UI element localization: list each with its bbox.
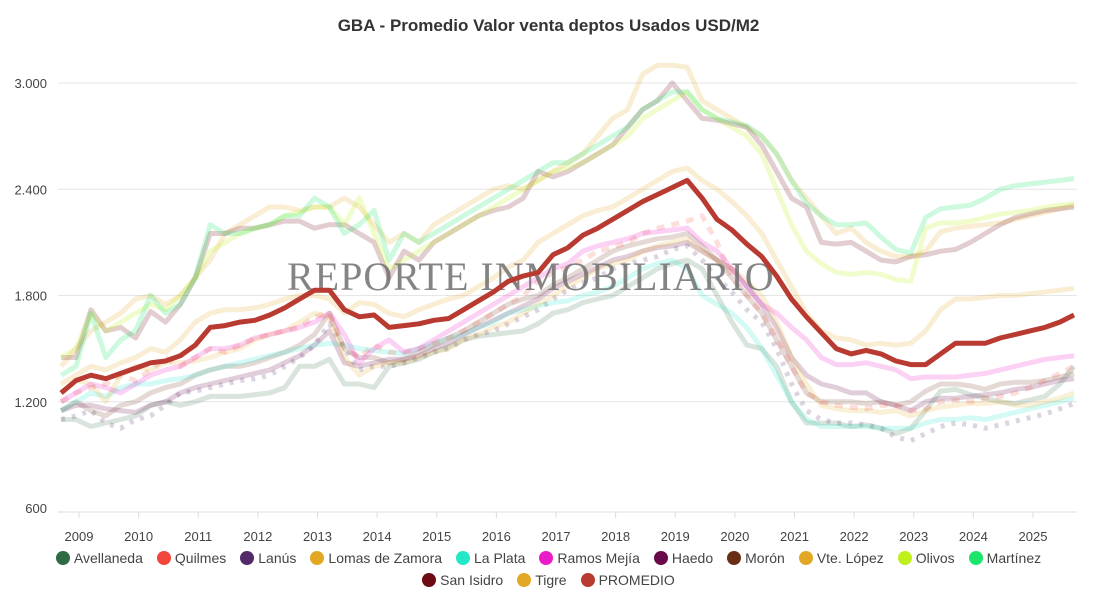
legend-item-vte-l-pez[interactable]: Vte. López — [798, 550, 884, 566]
legend-item-haedo[interactable]: Haedo — [653, 550, 714, 566]
promedio-line[interactable] — [59, 177, 1076, 395]
series-line-mart-nez[interactable] — [59, 89, 1075, 378]
y-tick-label: 1.800 — [14, 289, 47, 304]
x-tick-label: 2020 — [720, 529, 749, 544]
legend-label: Quilmes — [174, 550, 227, 566]
legend-item-avellaneda[interactable]: Avellaneda — [55, 550, 143, 566]
legend-dot-icon — [310, 551, 325, 565]
legend-dot-icon — [156, 551, 171, 565]
legend-label: Avellaneda — [73, 550, 143, 566]
legend-label: Martínez — [986, 550, 1042, 566]
legend-dot-icon — [55, 551, 70, 565]
series-line-lan-s[interactable] — [60, 243, 1075, 444]
x-tick-label: 2009 — [65, 529, 94, 544]
y-axis-ticks: 3.000 2.400 1.800 1.200 600 — [14, 76, 47, 516]
x-axis: 2009 2010 2011 2012 2013 2014 2015 2016 2017 2018… — [58, 511, 1077, 544]
x-tick-label: 2013 — [303, 529, 332, 544]
gridlines — [58, 82, 1077, 403]
x-tick-label: 2024 — [959, 529, 988, 544]
x-tick-label: 2018 — [601, 529, 630, 544]
x-tick-label: 2022 — [840, 529, 869, 544]
legend-dot-icon — [727, 551, 742, 565]
x-tick-label: 2017 — [542, 529, 571, 544]
legend-item-lan-s[interactable]: Lanús — [240, 550, 296, 566]
x-tick-label: 2011 — [184, 529, 212, 544]
series-lines[interactable] — [59, 62, 1076, 444]
x-tick-label: 2023 — [899, 529, 928, 544]
x-tick-label: 2012 — [243, 529, 272, 544]
series-line-avellaneda[interactable] — [61, 257, 1076, 437]
legend-item-san-isidro[interactable]: San Isidro — [422, 572, 503, 588]
series-line-olivos[interactable] — [59, 89, 1075, 360]
legend-dot-icon — [539, 551, 554, 565]
legend-dot-icon — [456, 551, 471, 565]
chart-title: GBA - Promedio Valor venta deptos Usados… — [337, 16, 760, 35]
x-tick-label: 2010 — [124, 529, 153, 544]
series-line-tigre[interactable] — [59, 165, 1075, 387]
legend-item-mor-n[interactable]: Morón — [727, 550, 785, 566]
series-line-promedio[interactable] — [59, 177, 1076, 395]
x-tick-label: 2014 — [363, 529, 392, 544]
x-tick-label: 2019 — [661, 529, 690, 544]
legend-dot-icon — [517, 573, 532, 587]
legend-label: San Isidro — [440, 572, 504, 588]
legend-dot-icon — [897, 551, 912, 565]
legend-label: Olivos — [915, 550, 955, 566]
legend-item-promedio[interactable]: PROMEDIO — [580, 572, 675, 588]
legend-item-ramos-mej-a[interactable]: Ramos Mejía — [539, 550, 640, 566]
series-line-lomas-de-zamora[interactable] — [59, 236, 1075, 419]
legend-dot-icon — [580, 573, 595, 587]
legend-label: La Plata — [474, 550, 526, 566]
series-line-san-isidro[interactable] — [61, 80, 1075, 360]
y-tick-label: 600 — [25, 501, 47, 516]
x-tick-label: 2021 — [780, 529, 809, 544]
legend-item-mart-nez[interactable]: Martínez — [968, 550, 1042, 566]
legend: Avellaneda Quilmes Lanús Lomas de Zamora La … — [0, 547, 1097, 591]
legend-label: Ramos Mejía — [557, 550, 640, 566]
legend-dot-icon — [240, 551, 255, 565]
legend-label: Lanús — [258, 550, 297, 566]
legend-label: Tigre — [535, 572, 567, 588]
legend-label: Haedo — [671, 550, 714, 566]
legend-dot-icon — [422, 573, 437, 587]
legend-item-lomas-de-zamora[interactable]: Lomas de Zamora — [310, 550, 442, 566]
x-tick-label: 2016 — [482, 529, 511, 544]
legend-row-1: Avellaneda Quilmes Lanús Lomas de Zamora La … — [0, 547, 1097, 569]
series-line-quilmes[interactable] — [59, 213, 1076, 414]
series-line-la-plata[interactable] — [59, 257, 1075, 431]
legend-label: PROMEDIO — [598, 572, 675, 588]
x-tick-label: 2025 — [1019, 529, 1048, 544]
legend-label: Morón — [745, 550, 785, 566]
x-tick-label: 2015 — [422, 529, 451, 544]
legend-item-olivos[interactable]: Olivos — [897, 550, 955, 566]
legend-item-tigre[interactable]: Tigre — [517, 572, 567, 588]
series-line-haedo[interactable] — [60, 239, 1075, 415]
legend-item-quilmes[interactable]: Quilmes — [156, 550, 227, 566]
legend-label: Lomas de Zamora — [328, 550, 443, 566]
series-line-vte-l-pez[interactable] — [59, 62, 1075, 368]
legend-label: Vte. López — [816, 550, 884, 566]
y-tick-label: 2.400 — [14, 182, 47, 197]
legend-item-la-plata[interactable]: La Plata — [456, 550, 525, 566]
legend-row-2: San Isidro Tigre PROMEDIO — [0, 569, 1097, 591]
legend-dot-icon — [653, 551, 668, 565]
line-chart: 3.000 2.400 1.800 1.200 600 2009 2010 2011 2012… — [14, 62, 1077, 544]
y-tick-label: 1.200 — [14, 395, 47, 410]
legend-dot-icon — [798, 551, 813, 565]
legend-dot-icon — [968, 551, 983, 565]
series-line-mor-n[interactable] — [59, 231, 1075, 419]
y-tick-label: 3.000 — [14, 76, 47, 91]
series-line-ramos-mej-a[interactable] — [59, 225, 1075, 404]
